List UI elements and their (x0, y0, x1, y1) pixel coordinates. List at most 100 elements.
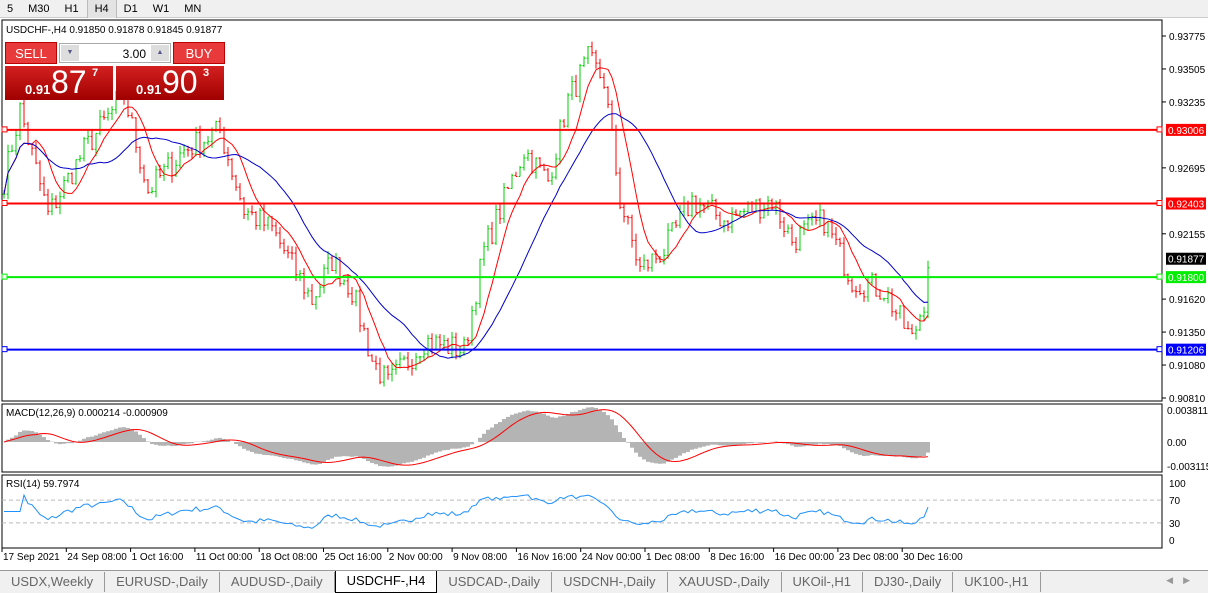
macd-bar (738, 442, 742, 445)
tab-eurusd-daily[interactable]: EURUSD-,Daily (105, 572, 220, 592)
ohlc-bar (614, 124, 618, 176)
macd-bar (670, 442, 674, 460)
macd-bar (394, 442, 398, 466)
ohlc-bar (446, 337, 450, 355)
macd-bar (678, 442, 682, 456)
price-line-label: 0.92403 (1168, 200, 1205, 211)
tab-usdchf-h4[interactable]: USDCHF-,H4 (334, 571, 438, 593)
ohlc-bar (918, 314, 922, 331)
macd-bar (810, 442, 814, 445)
tab-usdcnh-daily[interactable]: USDCNH-,Daily (552, 572, 668, 592)
timeframe-H4[interactable]: H4 (86, 0, 117, 18)
ohlc-bar (662, 248, 666, 265)
macd-bar (170, 442, 174, 447)
macd-bar (290, 442, 294, 459)
price-line-label-bg (1166, 343, 1206, 356)
ohlc-bar (234, 174, 238, 191)
ohlc-bar (682, 196, 686, 217)
ohlc-bar (598, 58, 602, 79)
price-axis-label: 0.91080 (1169, 361, 1206, 372)
ohlc-bar (586, 45, 590, 65)
buy-price[interactable]: 0.91 90 3 (116, 64, 224, 100)
ohlc-bar (818, 203, 822, 228)
tab-xauusd-daily[interactable]: XAUUSD-,Daily (668, 572, 782, 592)
ohlc-bar (670, 222, 674, 232)
timeframe-M30[interactable]: M30 (28, 3, 50, 15)
macd-bar (234, 442, 238, 444)
macd-bar (178, 442, 182, 446)
macd-bar (462, 442, 466, 448)
chart-canvas[interactable]: 0.93775 0.93505 0.93235 0.92695 0.92155 0.916… (0, 0, 1208, 570)
sell-price-pips: 87 (51, 64, 87, 100)
ohlc-bar (742, 208, 746, 218)
tab-uk100-h1[interactable]: UK100-,H1 (953, 572, 1041, 592)
ohlc-bar (286, 245, 290, 259)
ohlc-bar (182, 144, 186, 158)
ohlc-bar (382, 364, 386, 387)
decrease-lot-icon[interactable]: ▼ (61, 45, 79, 61)
ohlc-bar (78, 154, 82, 163)
ohlc-bar (426, 334, 430, 358)
macd-bar (506, 416, 510, 442)
macd-bar (30, 431, 34, 442)
timeframe-MN[interactable]: MN (184, 3, 202, 15)
ohlc-bar (522, 154, 526, 171)
macd-bar (558, 416, 562, 442)
macd-bar (410, 442, 414, 462)
ohlc-bar (226, 146, 230, 167)
macd-bar (302, 442, 306, 463)
timeframe-D1[interactable]: D1 (123, 3, 138, 15)
timeframe-W1[interactable]: W1 (152, 3, 170, 15)
macd-bar (502, 418, 506, 442)
macd-bar (538, 412, 542, 442)
macd-bar (374, 442, 378, 465)
macd-bar (774, 441, 778, 442)
ohlc-bar (546, 167, 550, 182)
ohlc-bar (830, 218, 834, 239)
tab-usdx-weekly[interactable]: USDX,Weekly (0, 572, 106, 592)
macd-bar (90, 436, 94, 442)
ohlc-bar (294, 246, 298, 281)
tab-usdcad-daily[interactable]: USDCAD-,Daily (437, 572, 553, 592)
tab-ukoil-h1[interactable]: UKOil-,H1 (782, 572, 864, 592)
tab-audusd-daily[interactable]: AUDUSD-,Daily (220, 572, 335, 592)
macd-bar (122, 427, 126, 442)
line-handle (1, 126, 8, 133)
macd-bar (334, 442, 338, 457)
timeframe-H1[interactable]: H1 (64, 3, 79, 15)
ohlc-bar (882, 297, 886, 302)
time-axis-label: 1 Oct 16:00 (132, 552, 184, 563)
ohlc-bar (498, 204, 502, 224)
ohlc-bar (726, 220, 730, 232)
increase-lot-icon[interactable]: ▲ (151, 45, 169, 61)
macd-bar (458, 442, 462, 449)
line-handle (1156, 126, 1163, 133)
ohlc-bar (654, 249, 658, 264)
timeframe-5[interactable]: 5 (7, 3, 14, 15)
tab-scroll-arrows-icon[interactable]: ◀▶ (1166, 575, 1200, 585)
ohlc-bar (854, 285, 858, 298)
macd-bar (498, 422, 502, 442)
ohlc-bar (466, 337, 470, 346)
macd-bar (246, 442, 250, 451)
macd-bar (318, 442, 322, 464)
macd-bar (206, 440, 210, 442)
ohlc-bar (702, 202, 706, 213)
ohlc-bar (330, 256, 334, 271)
macd-bar (834, 442, 838, 446)
ohlc-bar (562, 118, 566, 128)
lot-size-input[interactable]: ▼ 3.00 ▲ (59, 43, 171, 63)
ohlc-bar (822, 209, 826, 236)
ohlc-bar (578, 63, 582, 103)
ohlc-bar (70, 172, 74, 185)
macd-bar (862, 442, 866, 457)
timeframe-toolbar: 5 M30 H1 H4 D1 W1 MN (0, 0, 1208, 18)
ohlc-bar (506, 186, 510, 190)
sell-button[interactable]: SELL (5, 42, 57, 64)
macd-bar (574, 411, 578, 442)
macd-bar (190, 442, 194, 444)
buy-button[interactable]: BUY (173, 42, 225, 64)
tab-dj30-daily[interactable]: DJ30-,Daily (863, 572, 954, 592)
sell-price[interactable]: 0.91 87 7 (5, 64, 113, 100)
macd-bar (526, 410, 530, 442)
